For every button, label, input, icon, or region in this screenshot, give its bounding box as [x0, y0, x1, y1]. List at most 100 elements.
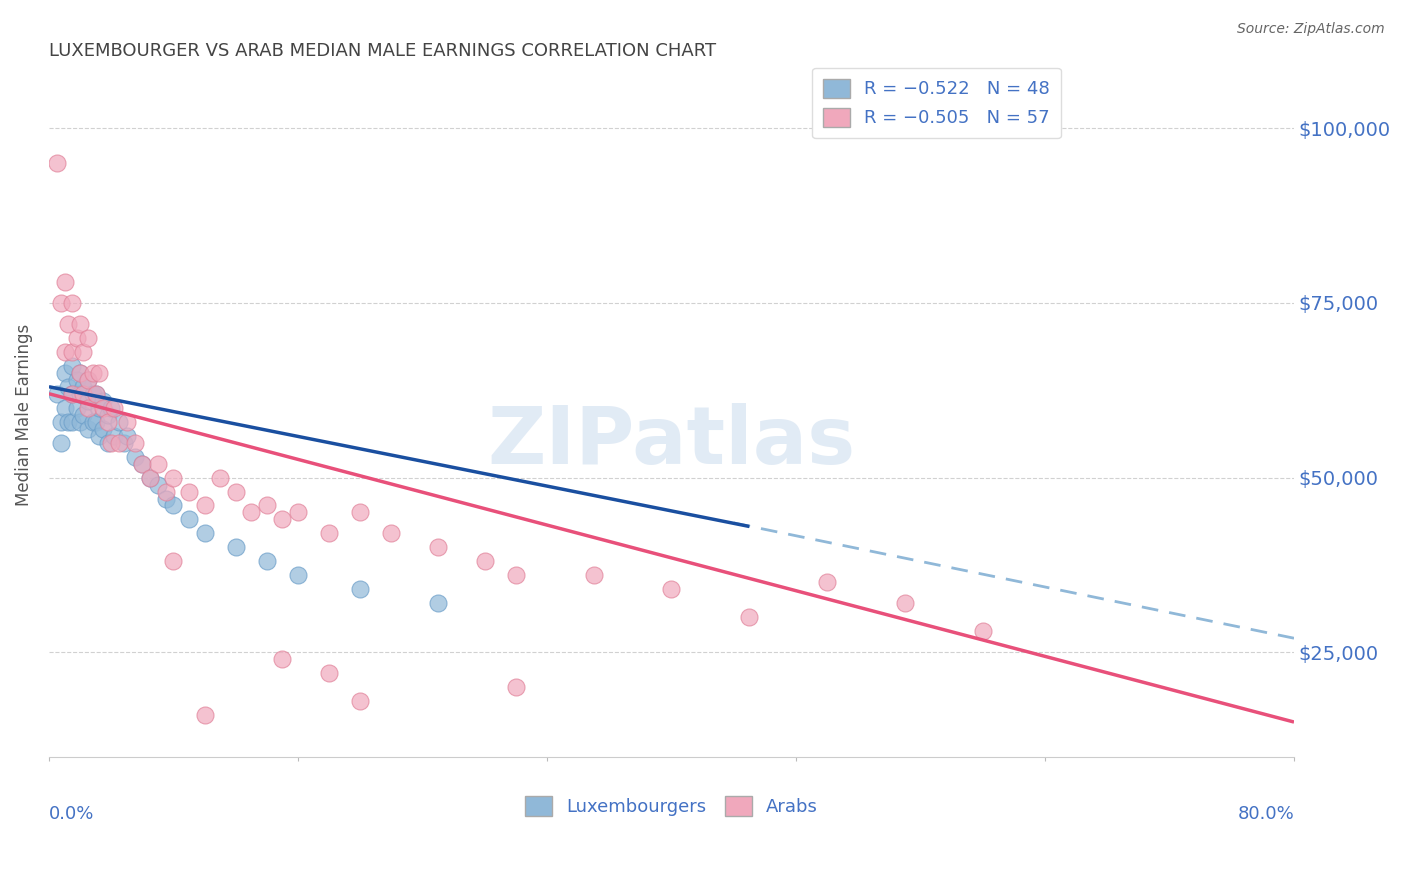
Text: Source: ZipAtlas.com: Source: ZipAtlas.com: [1237, 22, 1385, 37]
Point: [72, 408, 94, 422]
Point: [51, 296, 73, 310]
Point: [45, 386, 67, 401]
Point: [69, 366, 91, 380]
Point: [194, 708, 217, 723]
Point: [505, 680, 527, 694]
Point: [72, 380, 94, 394]
Point: [45, 156, 67, 170]
Point: [194, 526, 217, 541]
Point: [56, 415, 79, 429]
Point: [72, 386, 94, 401]
Point: [77, 422, 100, 436]
Point: [87, 428, 110, 442]
Text: 80.0%: 80.0%: [1237, 805, 1294, 823]
Point: [815, 575, 838, 590]
Point: [194, 499, 217, 513]
Point: [115, 428, 138, 442]
Point: [77, 401, 100, 415]
Point: [77, 331, 100, 345]
Point: [51, 415, 73, 429]
Point: [318, 666, 340, 681]
Point: [146, 477, 169, 491]
Point: [72, 344, 94, 359]
Point: [69, 415, 91, 429]
Point: [53, 275, 76, 289]
Point: [661, 582, 683, 597]
Point: [124, 435, 146, 450]
Point: [287, 506, 309, 520]
Point: [162, 470, 184, 484]
Point: [108, 435, 131, 450]
Point: [349, 506, 371, 520]
Point: [256, 554, 278, 568]
Point: [100, 435, 122, 450]
Point: [87, 366, 110, 380]
Point: [93, 393, 115, 408]
Point: [56, 380, 79, 394]
Point: [77, 373, 100, 387]
Point: [427, 541, 450, 555]
Point: [162, 554, 184, 568]
Point: [103, 428, 125, 442]
Point: [474, 554, 496, 568]
Point: [84, 386, 107, 401]
Point: [240, 506, 263, 520]
Point: [124, 450, 146, 464]
Point: [318, 526, 340, 541]
Point: [225, 484, 247, 499]
Point: [287, 568, 309, 582]
Point: [738, 610, 761, 624]
Point: [177, 512, 200, 526]
Point: [349, 582, 371, 597]
Point: [139, 470, 162, 484]
Point: [53, 401, 76, 415]
Point: [77, 393, 100, 408]
Point: [112, 435, 135, 450]
Y-axis label: Median Male Earnings: Median Male Earnings: [15, 324, 32, 506]
Legend: Luxembourgers, Arabs: Luxembourgers, Arabs: [517, 789, 825, 823]
Point: [84, 386, 107, 401]
Point: [82, 386, 104, 401]
Point: [131, 457, 153, 471]
Point: [131, 457, 153, 471]
Point: [66, 331, 89, 345]
Point: [108, 415, 131, 429]
Point: [53, 344, 76, 359]
Point: [60, 386, 83, 401]
Point: [87, 401, 110, 415]
Point: [56, 317, 79, 331]
Point: [66, 373, 89, 387]
Point: [60, 415, 83, 429]
Point: [894, 596, 917, 610]
Point: [51, 435, 73, 450]
Point: [93, 422, 115, 436]
Point: [53, 366, 76, 380]
Text: ZIPatlas: ZIPatlas: [488, 403, 856, 481]
Point: [100, 401, 122, 415]
Point: [225, 541, 247, 555]
Point: [97, 408, 120, 422]
Point: [271, 512, 294, 526]
Point: [139, 470, 162, 484]
Point: [177, 484, 200, 499]
Point: [155, 484, 177, 499]
Point: [582, 568, 605, 582]
Point: [69, 366, 91, 380]
Point: [69, 317, 91, 331]
Point: [103, 401, 125, 415]
Point: [349, 694, 371, 708]
Point: [115, 415, 138, 429]
Point: [82, 415, 104, 429]
Point: [505, 568, 527, 582]
Point: [60, 344, 83, 359]
Point: [60, 359, 83, 373]
Point: [60, 296, 83, 310]
Point: [60, 386, 83, 401]
Point: [271, 652, 294, 666]
Text: 0.0%: 0.0%: [49, 805, 94, 823]
Point: [93, 401, 115, 415]
Point: [97, 435, 120, 450]
Point: [77, 373, 100, 387]
Point: [66, 401, 89, 415]
Point: [972, 624, 994, 639]
